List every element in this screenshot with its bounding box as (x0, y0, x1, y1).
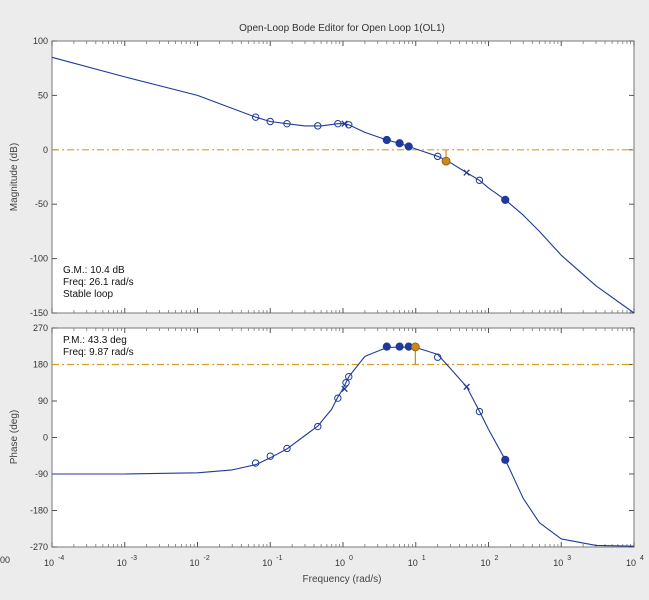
window-title: Open-Loop Bode Editor for Open Loop 1(OL… (239, 23, 445, 34)
y-tick-label: -50 (35, 199, 48, 209)
y-tick-label: -270 (30, 542, 48, 552)
pole-zero-circle-marker[interactable] (345, 372, 353, 381)
margin-info-line: Stable loop (63, 289, 113, 300)
pole-x-marker[interactable] (463, 383, 470, 391)
x-tick-exponent: 1 (422, 555, 426, 562)
pole-zero-circle-marker[interactable] (251, 113, 260, 121)
pole-zero-filled-marker[interactable] (501, 195, 510, 204)
x-marker-stroke (463, 383, 470, 391)
magnitude-y-tick-labels: 100 50 0 -50 -100 -150 (30, 36, 48, 318)
pole-zero-circle-marker[interactable] (334, 119, 342, 128)
y-tick-label: -100 (30, 254, 48, 264)
pole-x-marker[interactable] (341, 385, 348, 393)
pole-zero-filled-marker[interactable] (501, 455, 510, 464)
y-tick-label: 50 (38, 90, 48, 100)
x-marker-stroke (341, 120, 348, 127)
pole-zero-circle-marker[interactable] (334, 394, 342, 402)
frequency-axis-label: Frequency (rad/s) (303, 574, 382, 585)
pole-zero-filled-marker[interactable] (382, 342, 391, 351)
pole-zero-circle-marker[interactable] (314, 122, 322, 130)
left-edge-clipped-label: 00 (0, 555, 10, 565)
margin-info-line: Freq: 9.87 rad/s (63, 347, 134, 358)
pole-zero-filled-marker[interactable] (395, 139, 404, 148)
pole-x-marker[interactable] (341, 120, 348, 127)
y-tick-label: 100 (33, 36, 48, 46)
phase-x-tick-labels: 10 -4 10 -3 10 -2 10 -1 10 0 10 1 10 2 10 3 10 4 (44, 555, 644, 568)
x-tick-exponent: 0 (349, 555, 353, 562)
y-tick-label: -90 (35, 469, 48, 479)
pole-zero-circle-marker[interactable] (475, 407, 484, 416)
pole-zero-filled-marker[interactable] (395, 342, 404, 351)
x-marker-stroke (463, 169, 470, 176)
magnitude-markers[interactable] (251, 113, 510, 204)
pole-zero-circle-marker[interactable] (283, 444, 291, 453)
pole-zero-circle-marker[interactable] (475, 176, 484, 184)
y-tick-label: 180 (33, 360, 48, 370)
x-tick-exponent: 4 (640, 555, 644, 562)
x-tick-label: 10 (262, 558, 272, 568)
x-tick-exponent: -3 (131, 555, 137, 562)
pole-zero-circle-marker[interactable] (283, 119, 291, 128)
phase-markers[interactable] (251, 342, 510, 467)
x-tick-exponent: -1 (276, 555, 282, 562)
crossover-marker[interactable] (410, 342, 420, 352)
x-tick-label: 10 (553, 558, 563, 568)
magnitude-tick-marks (51, 40, 635, 314)
magnitude-plot-area[interactable] (51, 40, 635, 314)
phase-y-tick-labels: 270 180 90 0 -90 -180 -270 (30, 323, 48, 552)
pole-zero-circle-marker[interactable] (251, 459, 260, 467)
x-tick-label: 10 (117, 558, 127, 568)
phase-plot-area[interactable] (51, 327, 635, 548)
margin-info-line: G.M.: 10.4 dB (63, 265, 125, 276)
x-tick-exponent: -4 (58, 555, 64, 562)
x-marker-stroke (341, 385, 348, 393)
x-tick-label: 10 (480, 558, 490, 568)
pole-zero-filled-marker[interactable] (404, 142, 413, 151)
x-tick-exponent: 2 (495, 555, 499, 562)
pole-zero-circle-marker[interactable] (314, 422, 322, 431)
x-tick-exponent: -2 (204, 555, 210, 562)
x-tick-label: 10 (408, 558, 418, 568)
y-tick-label: 270 (33, 323, 48, 333)
margin-info-line: P.M.: 43.3 deg (63, 335, 127, 346)
phase-y-axis-label: Phase (deg) (9, 410, 20, 464)
pole-zero-circle-marker[interactable] (266, 452, 274, 460)
pole-zero-circle-marker[interactable] (433, 353, 442, 361)
x-tick-label: 10 (335, 558, 345, 568)
y-tick-label: -150 (30, 308, 48, 318)
phase-plot[interactable]: 270 180 90 0 -90 -180 -270 10 -4 10 -3 10 -2 10 -1 10 0… (30, 323, 644, 568)
magnitude-y-axis-label: Magnitude (dB) (9, 143, 20, 211)
x-tick-label: 10 (44, 558, 54, 568)
pole-zero-circle-marker[interactable] (266, 117, 274, 126)
y-tick-label: 0 (43, 433, 48, 443)
pole-x-marker[interactable] (463, 169, 470, 176)
x-tick-label: 10 (189, 558, 199, 568)
pole-zero-filled-marker[interactable] (382, 135, 391, 145)
phase-tick-marks (51, 327, 635, 548)
y-tick-label: 90 (38, 396, 48, 406)
margin-info-line: Freq: 26.1 rad/s (63, 277, 134, 288)
y-tick-label: 0 (43, 145, 48, 155)
x-tick-label: 10 (626, 558, 636, 568)
pole-zero-circle-marker[interactable] (433, 152, 442, 161)
x-tick-exponent: 3 (567, 555, 571, 562)
crossover-marker[interactable] (441, 156, 451, 166)
y-tick-label: -180 (30, 506, 48, 516)
pole-zero-circle-marker[interactable] (342, 379, 350, 387)
